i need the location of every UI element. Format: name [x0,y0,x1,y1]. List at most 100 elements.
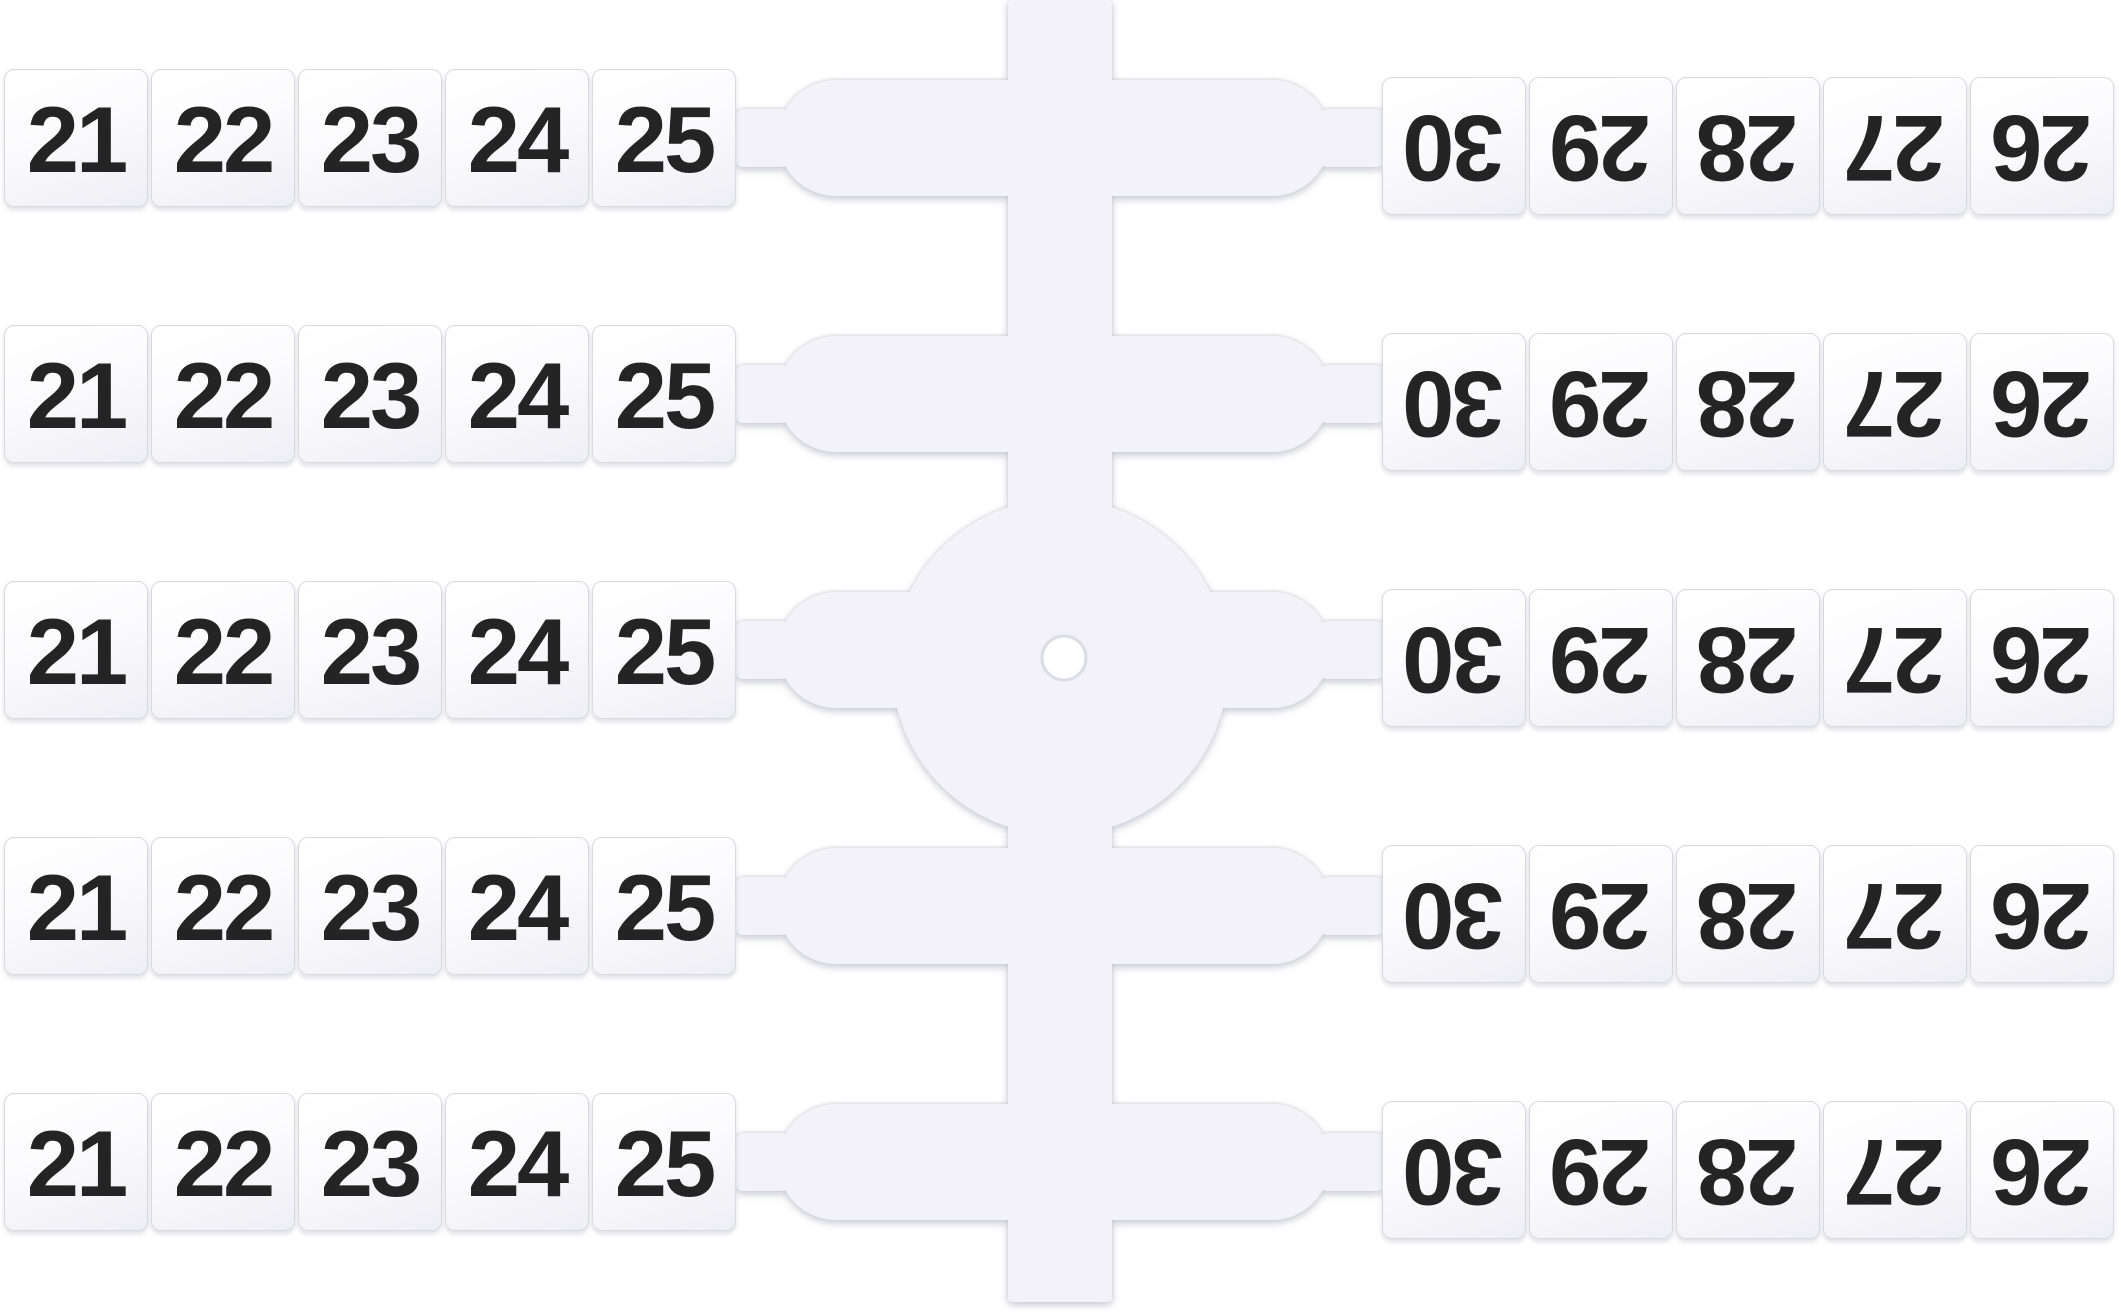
sprue-neck-left-row-3 [734,621,792,679]
sprue-neck-left-row-1 [734,109,792,167]
marker-tile-27: 27 [1823,845,1967,983]
marker-tile-label: 21 [26,343,129,448]
marker-strip-left-row-1: 21 22 23 24 25 [4,69,736,207]
marker-tile-26: 26 [1970,77,2114,215]
marker-strip-right-row-1: 30 29 28 27 26 [1382,77,2114,215]
marker-tile-28: 28 [1676,589,1820,727]
marker-tile-29: 29 [1529,845,1673,983]
marker-tile-label: 28 [1698,608,1798,713]
marker-tile-label: 23 [320,599,423,704]
marker-tile-26: 26 [1970,589,2114,727]
sprue-runner-row-2 [778,336,1330,452]
marker-tile-label: 26 [1992,608,2092,713]
sprue-neck-right-row-3 [1318,621,1386,679]
sprue-neck-right-row-2 [1318,365,1386,423]
marker-tile-label: 21 [26,87,129,192]
marker-tile-26: 26 [1970,333,2114,471]
marker-tile-28: 28 [1676,1101,1820,1239]
marker-tile-label: 25 [614,87,717,192]
sprue-neck-left-row-2 [734,365,792,423]
marker-tile-29: 29 [1529,589,1673,727]
marker-tile-25: 25 [592,837,736,975]
marker-tile-label: 28 [1698,864,1798,969]
marker-tile-label: 22 [173,343,276,448]
marker-tile-label: 24 [467,87,570,192]
marker-tile-30: 30 [1382,1101,1526,1239]
marker-tile-22: 22 [151,325,295,463]
marker-strip-right-row-2: 30 29 28 27 26 [1382,333,2114,471]
marker-tile-label: 26 [1992,1120,2092,1225]
marker-tile-label: 26 [1992,864,2092,969]
marker-tile-25: 25 [592,1093,736,1231]
marker-tile-label: 27 [1845,1120,1945,1225]
marker-tile-29: 29 [1529,1101,1673,1239]
marker-tile-27: 27 [1823,1101,1967,1239]
marker-tile-label: 29 [1551,352,1651,457]
marker-tile-22: 22 [151,69,295,207]
marker-strip-left-row-3: 21 22 23 24 25 [4,581,736,719]
marker-tile-label: 29 [1551,608,1651,713]
marker-tile-label: 24 [467,343,570,448]
marker-strip-left-row-2: 21 22 23 24 25 [4,325,736,463]
marker-strip-right-row-3: 30 29 28 27 26 [1382,589,2114,727]
marker-tile-26: 26 [1970,845,2114,983]
marker-tile-label: 29 [1551,96,1651,201]
marker-tile-28: 28 [1676,77,1820,215]
sprue-runner-row-5 [778,1104,1330,1220]
sprue-hub-hole [1040,634,1088,682]
marker-tile-23: 23 [298,1093,442,1231]
marker-tile-label: 28 [1698,352,1798,457]
marker-tile-label: 21 [26,855,129,960]
marker-tile-25: 25 [592,325,736,463]
sprue-runner-row-4 [778,848,1330,964]
marker-tile-label: 27 [1845,608,1945,713]
marker-tile-label: 23 [320,343,423,448]
marker-tile-label: 25 [614,599,717,704]
marker-tile-23: 23 [298,581,442,719]
marker-tile-label: 22 [173,855,276,960]
marker-tile-21: 21 [4,837,148,975]
marker-tile-24: 24 [445,837,589,975]
marker-tile-25: 25 [592,69,736,207]
marker-strip-left-row-4: 21 22 23 24 25 [4,837,736,975]
marker-tile-label: 25 [614,855,717,960]
marker-tile-24: 24 [445,581,589,719]
marker-tile-label: 27 [1845,96,1945,201]
marker-tile-26: 26 [1970,1101,2114,1239]
marker-tile-label: 21 [26,1111,129,1216]
marker-tile-label: 28 [1698,96,1798,201]
sprue-neck-left-row-5 [734,1133,792,1191]
marker-tile-22: 22 [151,581,295,719]
marker-tile-label: 23 [320,87,423,192]
marker-tile-30: 30 [1382,333,1526,471]
marker-tile-label: 23 [320,1111,423,1216]
marker-tile-30: 30 [1382,589,1526,727]
marker-tile-25: 25 [592,581,736,719]
marker-tile-label: 30 [1404,608,1504,713]
marker-tile-label: 24 [467,1111,570,1216]
marker-tile-label: 21 [26,599,129,704]
marker-tile-label: 22 [173,1111,276,1216]
marker-tile-27: 27 [1823,589,1967,727]
marker-strip-right-row-4: 30 29 28 27 26 [1382,845,2114,983]
marker-tile-24: 24 [445,69,589,207]
marker-tile-label: 30 [1404,1120,1504,1225]
marker-tile-27: 27 [1823,333,1967,471]
marker-tile-23: 23 [298,69,442,207]
sprue-neck-right-row-4 [1318,877,1386,935]
marker-tile-label: 29 [1551,1120,1651,1225]
sprue-neck-left-row-4 [734,877,792,935]
sprue-runner-row-1 [778,80,1330,196]
marker-tile-23: 23 [298,837,442,975]
marker-tile-22: 22 [151,837,295,975]
marker-tile-label: 26 [1992,352,2092,457]
marker-tile-label: 25 [614,343,717,448]
sprue-neck-right-row-5 [1318,1133,1386,1191]
marker-strip-right-row-5: 30 29 28 27 26 [1382,1101,2114,1239]
marker-strip-left-row-5: 21 22 23 24 25 [4,1093,736,1231]
marker-tile-28: 28 [1676,845,1820,983]
marker-tile-22: 22 [151,1093,295,1231]
marker-tile-label: 27 [1845,864,1945,969]
marker-tile-label: 22 [173,599,276,704]
